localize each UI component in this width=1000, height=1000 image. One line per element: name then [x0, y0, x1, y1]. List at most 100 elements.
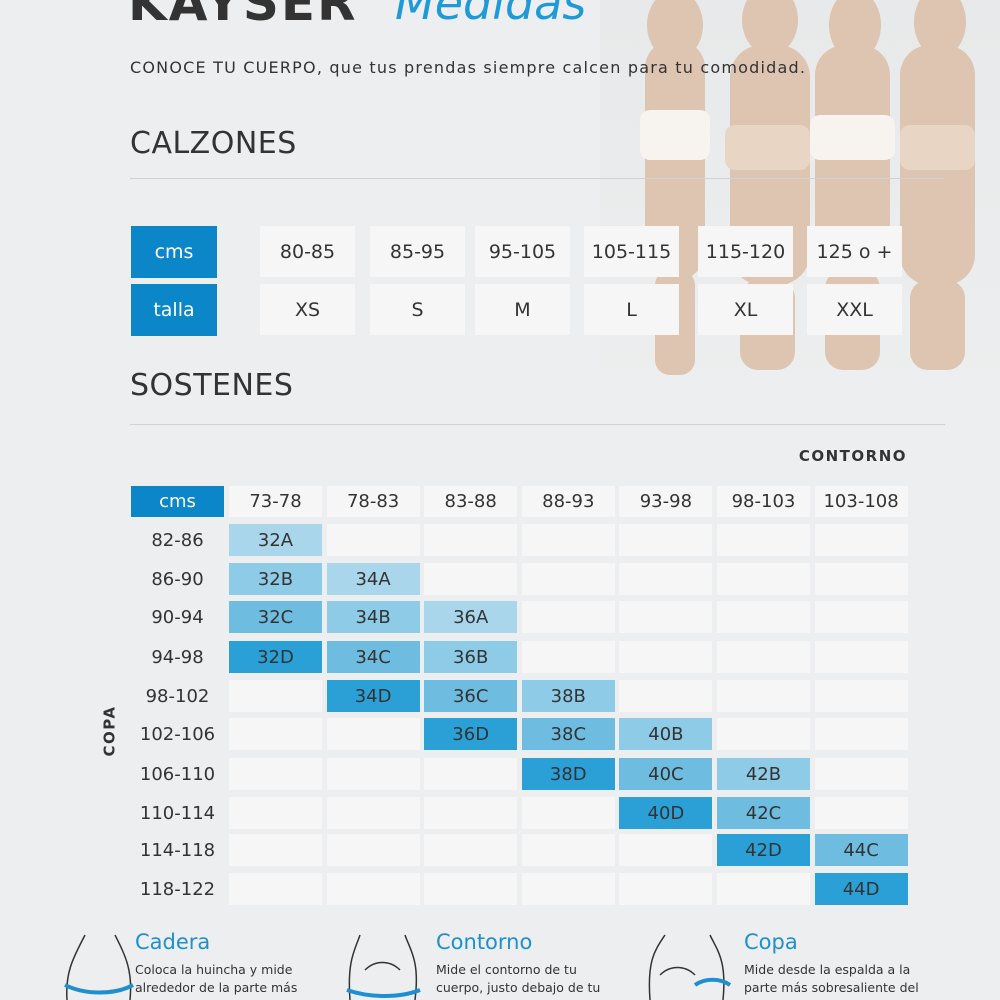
size-cell [326, 758, 420, 790]
column-header: 78-83 [326, 486, 420, 517]
size-cell [424, 563, 518, 595]
size-cell [814, 601, 908, 633]
column-header: 98-103 [717, 486, 810, 517]
size-cell [229, 718, 322, 750]
row-header: 98-102 [145, 685, 210, 707]
size-cell [814, 718, 908, 750]
size-cell [814, 641, 908, 673]
size-cell [619, 563, 713, 595]
size-cell [229, 834, 322, 866]
size-cell: 32C [229, 601, 322, 633]
divider [130, 424, 945, 425]
size-cell [326, 873, 420, 905]
column-axis-label: CONTORNO [798, 447, 907, 465]
size-cell: 38D [521, 758, 615, 790]
size-cell [424, 873, 518, 905]
row-header: 94-98 [151, 646, 204, 668]
size-cell [521, 563, 615, 595]
row-header: 114-118 [139, 839, 216, 861]
size-cell [619, 873, 713, 905]
size-cell [619, 601, 713, 633]
size-cell [326, 834, 420, 866]
size-cell [424, 834, 518, 866]
size-cell: 32A [229, 524, 322, 556]
size-cell [521, 601, 615, 633]
size-cell [521, 873, 615, 905]
size-cell [619, 680, 713, 712]
size-cell [424, 797, 518, 829]
size-cell [619, 524, 713, 556]
section-title: SOSTENES [130, 368, 294, 403]
size-cell [717, 641, 810, 673]
size-cell: M [475, 284, 570, 335]
size-cell [521, 834, 615, 866]
brand: KAYSER [128, 0, 358, 32]
size-cell [619, 834, 713, 866]
row-axis-label: COPA [100, 705, 119, 757]
size-cell: 85-95 [370, 226, 465, 277]
size-cell: 115-120 [698, 226, 793, 277]
size-cell [814, 524, 908, 556]
size-cell [229, 758, 322, 790]
size-cell: 42B [717, 758, 810, 790]
guide-title: Copa [744, 930, 798, 954]
size-cell: S [370, 284, 465, 335]
guide-icons [64, 934, 732, 1000]
column-header: 88-93 [521, 486, 615, 517]
size-cell: 32B [229, 563, 322, 595]
page-title: Medidas [395, 0, 587, 30]
size-cell: 38C [521, 718, 615, 750]
column-header: 93-98 [619, 486, 713, 517]
row-header: 110-114 [139, 802, 216, 824]
size-cell [326, 797, 420, 829]
size-cell: 105-115 [584, 226, 679, 277]
section-title: CALZONES [130, 126, 297, 161]
column-header: 73-78 [229, 486, 322, 517]
size-cell [424, 758, 518, 790]
divider [130, 178, 945, 179]
size-cell [814, 680, 908, 712]
row-label: talla [131, 284, 217, 336]
size-cell: 125 o + [807, 226, 902, 277]
size-cell [326, 524, 420, 556]
size-cell [229, 680, 322, 712]
row-label: cms [131, 226, 217, 278]
size-cell: 80-85 [260, 226, 355, 277]
size-cell: 34B [326, 601, 420, 633]
row-header: 82-86 [151, 529, 204, 551]
size-cell [619, 641, 713, 673]
size-cell: 36D [424, 718, 518, 750]
size-cell: 34D [326, 680, 420, 712]
guide-text: Mide desde la espalda a la parte más sob… [744, 962, 919, 995]
size-cell [229, 873, 322, 905]
row-header: 90-94 [151, 606, 204, 628]
size-cell: 34C [326, 641, 420, 673]
size-cell: 40B [619, 718, 713, 750]
row-header: 118-122 [139, 878, 216, 900]
size-cell: 36C [424, 680, 518, 712]
size-cell [717, 718, 810, 750]
column-header: 83-88 [424, 486, 518, 517]
size-cell [814, 563, 908, 595]
size-cell: 42D [717, 834, 810, 866]
guide-text: Coloca la huincha y mide alrededor de la… [135, 962, 298, 995]
size-cell: 44D [814, 873, 908, 905]
size-cell [326, 718, 420, 750]
size-cell [717, 563, 810, 595]
size-cell [717, 873, 810, 905]
row-header: 102-106 [139, 723, 216, 745]
size-cell: 40D [619, 797, 713, 829]
size-cell: 42C [717, 797, 810, 829]
size-cell: 40C [619, 758, 713, 790]
subtitle: CONOCE TU CUERPO, que tus prendas siempr… [130, 58, 807, 77]
guide-title: Cadera [135, 930, 211, 954]
size-cell [717, 680, 810, 712]
size-cell: XL [698, 284, 793, 335]
size-cell [814, 797, 908, 829]
size-cell: 95-105 [475, 226, 570, 277]
guide-title: Contorno [436, 930, 533, 954]
size-cell [424, 524, 518, 556]
size-cell: L [584, 284, 679, 335]
size-cell: 36A [424, 601, 518, 633]
